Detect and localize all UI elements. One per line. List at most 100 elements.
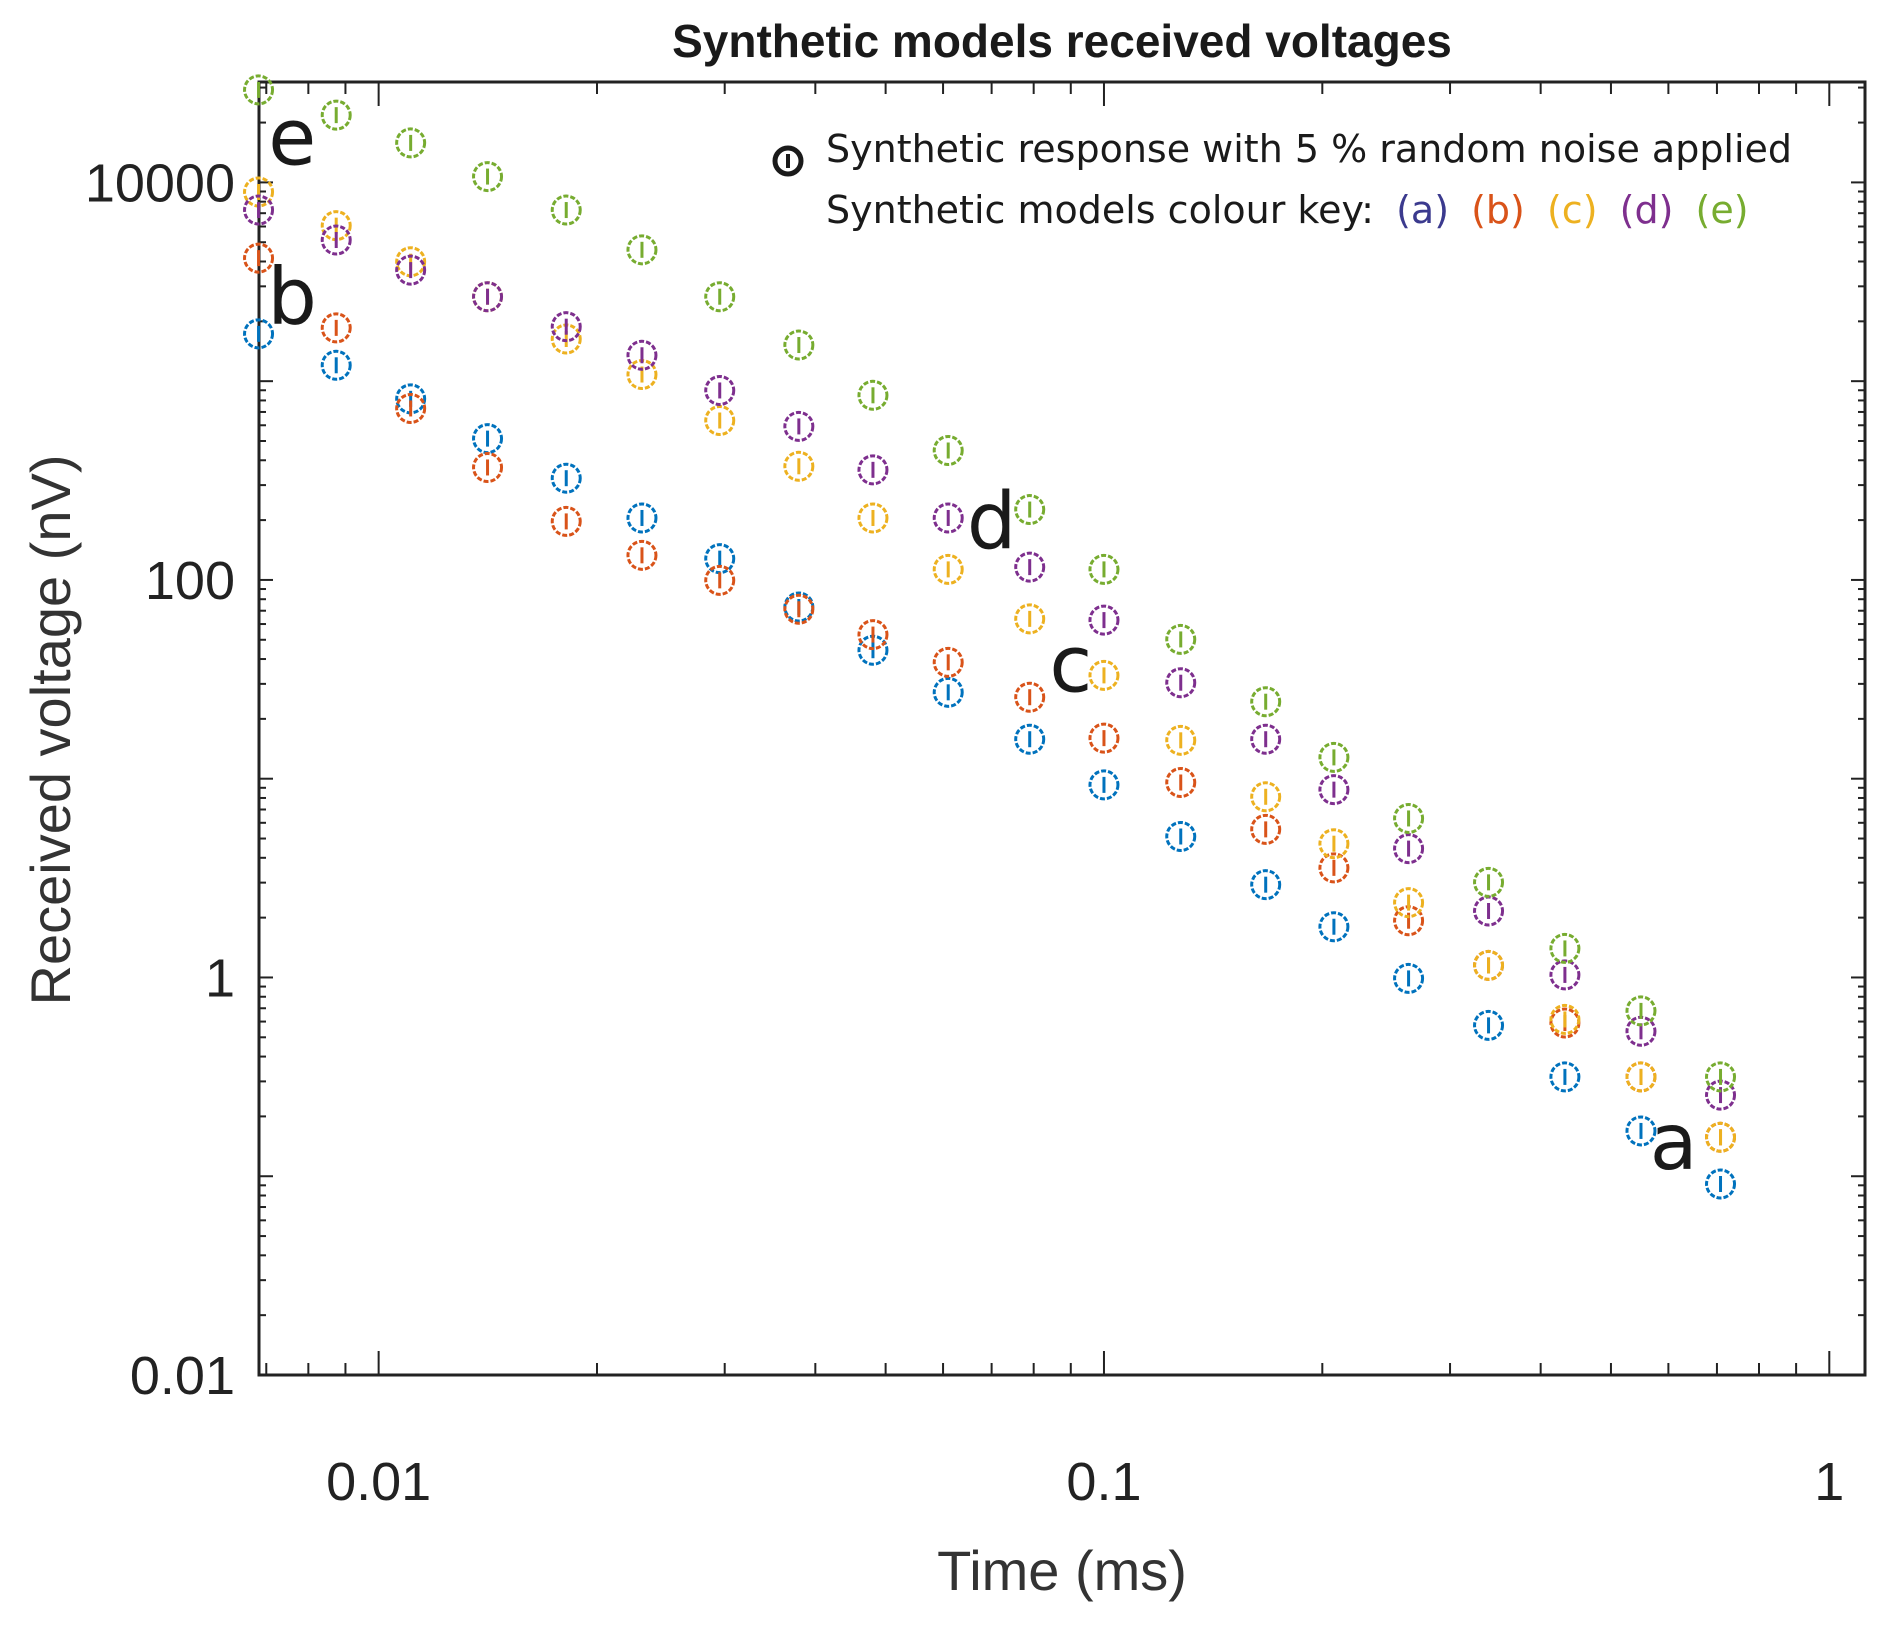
data-point-e — [626, 234, 658, 266]
series-label-c: c — [1049, 620, 1092, 710]
y-axis-label: Received voltage (nV) — [19, 455, 82, 1006]
y-tick-label: 0.01 — [130, 1346, 235, 1406]
data-point-e — [1014, 494, 1046, 526]
y-tick-label: 100 — [145, 551, 235, 611]
data-point-b — [857, 619, 889, 651]
data-point-b — [1014, 681, 1046, 713]
data-point-d — [243, 194, 275, 226]
data-point-e — [472, 161, 504, 193]
data-point-b — [1088, 722, 1120, 754]
data-point-a — [932, 676, 964, 708]
data-point-c — [1318, 828, 1350, 860]
plot-area — [257, 80, 1867, 1377]
data-point-d — [1250, 723, 1282, 755]
data-point-e — [932, 434, 964, 466]
data-point-b — [626, 539, 658, 571]
data-point-d — [1088, 604, 1120, 636]
data-point-b — [704, 564, 736, 596]
legend-key-c: (c) — [1547, 188, 1598, 232]
data-point-e — [1625, 995, 1657, 1027]
data-point-c — [1250, 781, 1282, 813]
data-point-e — [395, 127, 427, 159]
data-point-e — [857, 379, 889, 411]
legend-key-b: (b) — [1471, 188, 1525, 232]
data-point-c — [704, 405, 736, 437]
data-point-b — [243, 242, 275, 274]
data-point-d — [1014, 551, 1046, 583]
data-point-b — [1165, 766, 1197, 798]
data-point-e — [1705, 1061, 1737, 1093]
data-point-e — [704, 281, 736, 313]
data-point-d — [857, 454, 889, 486]
data-point-d — [783, 410, 815, 442]
data-point-c — [1088, 659, 1120, 691]
data-point-c — [932, 553, 964, 585]
data-point-e — [1473, 866, 1505, 898]
data-point-d — [626, 339, 658, 371]
data-point-d — [320, 224, 352, 256]
data-point-a — [1393, 962, 1425, 994]
legend-marker-icon — [772, 145, 804, 177]
data-point-c — [1165, 724, 1197, 756]
data-point-e — [320, 99, 352, 131]
data-point-e — [1250, 686, 1282, 718]
data-point-c — [1705, 1121, 1737, 1153]
data-point-a — [1250, 869, 1282, 901]
data-point-a — [1318, 911, 1350, 943]
data-point-a — [1473, 1009, 1505, 1041]
data-point-a — [320, 349, 352, 381]
data-point-d — [1393, 833, 1425, 865]
data-point-a — [550, 462, 582, 494]
series-d — [243, 194, 1737, 1111]
data-point-a — [1014, 723, 1046, 755]
data-point-d — [704, 374, 736, 406]
data-point-b — [932, 646, 964, 678]
data-point-d — [1318, 774, 1350, 806]
data-point-c — [1014, 603, 1046, 635]
data-point-c — [1625, 1061, 1657, 1093]
legend-key-d: (d) — [1620, 188, 1674, 232]
data-point-a — [1088, 769, 1120, 801]
data-point-b — [1250, 813, 1282, 845]
data-point-c — [1393, 887, 1425, 919]
legend-key-e: (e) — [1696, 188, 1749, 232]
series-label-d: d — [967, 477, 1017, 567]
data-point-b — [320, 312, 352, 344]
data-point-c — [1473, 949, 1505, 981]
data-point-d — [1165, 667, 1197, 699]
data-point-d — [932, 502, 964, 534]
data-point-d — [395, 254, 427, 286]
legend-key: Synthetic models colour key: (a) (b) (c)… — [826, 188, 1749, 232]
data-point-a — [1625, 1115, 1657, 1147]
data-point-e — [1318, 741, 1350, 773]
data-point-a — [1165, 820, 1197, 852]
data-point-a — [1705, 1168, 1737, 1200]
data-points — [243, 74, 1737, 1200]
x-tick-label: 0.1 — [1066, 1452, 1141, 1512]
data-point-a — [626, 502, 658, 534]
x-axis-label: Time (ms) — [937, 1539, 1187, 1602]
legend-key-prefix: Synthetic models colour key: — [826, 188, 1374, 232]
annotations: eb dc a — [267, 94, 1697, 1189]
data-point-b — [1318, 852, 1350, 884]
data-point-e — [1088, 553, 1120, 585]
series-e — [243, 74, 1737, 1093]
data-point-e — [550, 194, 582, 226]
data-point-e — [783, 329, 815, 361]
data-point-b — [472, 451, 504, 483]
data-point-d — [472, 281, 504, 313]
legend-marker-text: Synthetic response with 5 % random noise… — [826, 127, 1792, 171]
series-label-b: b — [267, 252, 317, 342]
series-b — [243, 242, 1737, 1153]
series-label-a: a — [1650, 1098, 1698, 1188]
data-point-b — [550, 505, 582, 537]
chart-title: Synthetic models received voltages — [672, 15, 1452, 67]
data-point-e — [243, 74, 275, 106]
series-label-e: e — [268, 94, 316, 184]
data-point-b — [395, 392, 427, 424]
data-point-c — [1549, 1003, 1581, 1035]
data-point-e — [1393, 802, 1425, 834]
data-point-e — [1549, 932, 1581, 964]
legend: Synthetic response with 5 % random noise… — [772, 127, 1792, 232]
